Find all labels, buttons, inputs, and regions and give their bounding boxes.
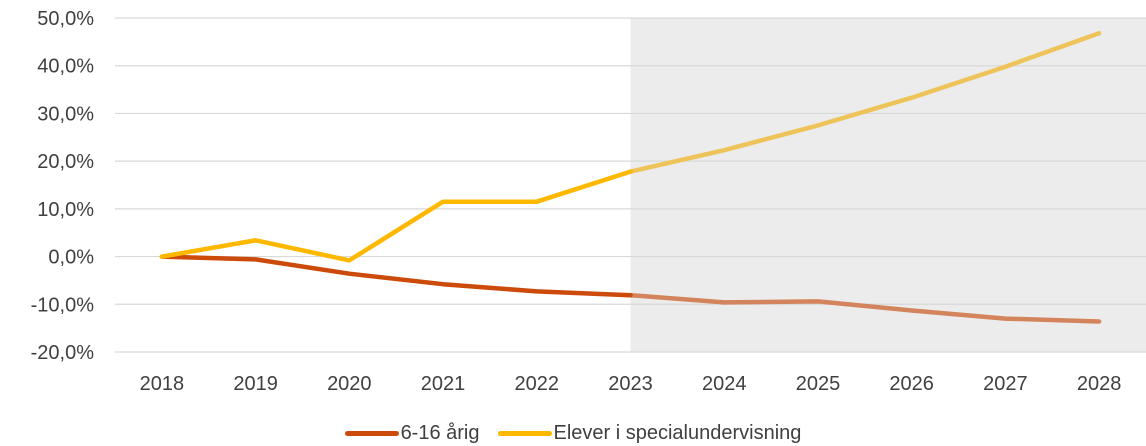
x-tick-label: 2023 [608,373,653,395]
legend-label-special: Elever i specialundervisning [553,422,802,444]
x-tick-label: 2027 [983,373,1028,395]
legend: 6-16 årig Elever i specialundervisning [0,420,1146,446]
y-tick-label: 30,0% [37,103,94,125]
x-tick-label: 2025 [796,373,841,395]
legend-item-6-16: 6-16 årig [344,421,480,445]
x-tick-label: 2019 [233,373,278,395]
projection-shading [630,18,1146,352]
x-tick-label: 2026 [889,373,934,395]
x-tick-label: 2022 [515,373,560,395]
y-tick-label: -10,0% [31,294,95,316]
y-tick-label: -20,0% [31,342,95,364]
legend-swatch-6-16 [344,430,399,436]
series-line-projected-0 [628,292,1102,324]
x-axis: 2018 2019 2020 2021 2022 2023 2024 2025 2026 2027… [140,373,1122,395]
grid-lines [115,17,1146,353]
x-tick-label: 2020 [327,373,372,395]
x-tick-label: 2028 [1077,373,1122,395]
legend-label-6-16: 6-16 årig [400,422,480,444]
y-axis: 50,0% 40,0% 30,0% 20,0% 10,0% 0,0% -10,0% -20,0… [31,8,95,364]
y-tick-label: 10,0% [37,199,94,221]
series-line-1 [159,169,633,263]
y-tick-label: 40,0% [37,56,94,78]
legend-swatch-special [497,430,552,436]
y-tick-label: 50,0% [37,8,94,30]
y-tick-label: 0,0% [48,247,94,269]
x-tick-label: 2021 [421,373,466,395]
y-tick-label: 20,0% [37,151,94,173]
x-tick-label: 2024 [702,373,747,395]
x-tick-label: 2018 [140,373,185,395]
series-lines [159,31,1102,324]
series-line-0 [159,254,633,298]
legend-item-special: Elever i specialundervisning [497,421,802,445]
series-line-projected-1 [628,31,1102,174]
